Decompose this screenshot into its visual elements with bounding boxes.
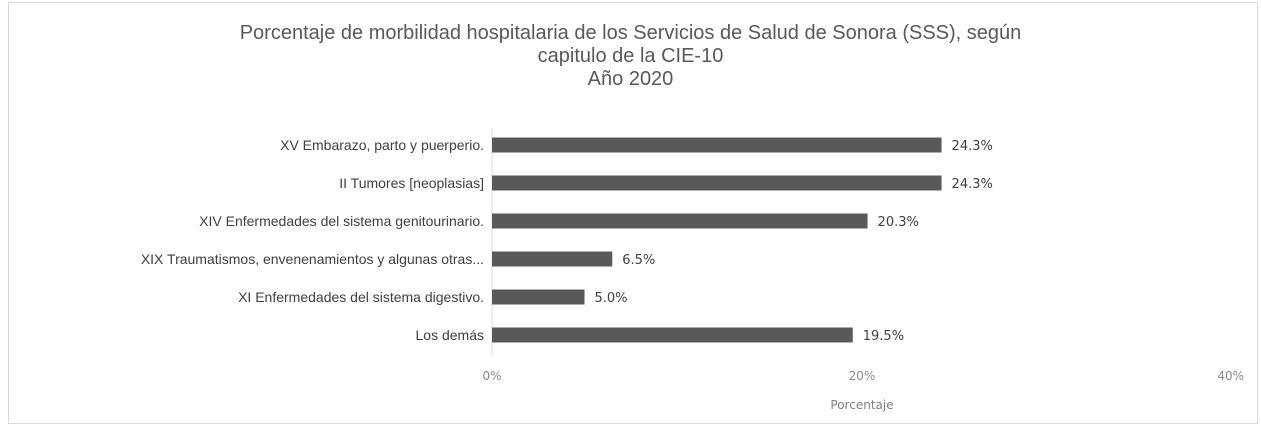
chart-title-line-3: Año 2020	[587, 68, 674, 90]
category-label-2: II Tumores [neoplasias]	[339, 175, 484, 191]
category-label-3: XIV Enfermedades del sistema genitourina…	[199, 213, 484, 229]
chart-frame	[8, 2, 1258, 424]
chart-title-line-2: capitulo de la CIE-10	[537, 45, 724, 67]
category-label-1: XV Embarazo, parto y puerperio.	[280, 137, 484, 153]
value-label-3: 20.3%	[878, 215, 919, 230]
category-label-6: Los demás	[416, 327, 484, 343]
bar-4	[492, 251, 613, 267]
value-label-4: 6.5%	[622, 253, 655, 268]
bar-1	[492, 137, 942, 153]
value-label-6: 19.5%	[863, 329, 904, 344]
chart-title: Porcentaje de morbilidad hospitalaria de…	[0, 22, 1261, 91]
bars-group	[492, 137, 942, 343]
category-label-4: XIX Traumatismos, envenenamientos y algu…	[141, 251, 484, 267]
category-label-5: XI Enfermedades del sistema digestivo.	[238, 289, 484, 305]
x-tick-labels-group: 0% 20% 40%	[482, 369, 1244, 383]
bar-3	[492, 213, 868, 229]
bar-6	[492, 327, 853, 343]
bar-5	[492, 289, 585, 305]
value-labels-group: 24.3% 24.3% 20.3% 6.5% 5.0% 19.5%	[595, 139, 993, 344]
value-label-2: 24.3%	[952, 177, 993, 192]
value-label-5: 5.0%	[595, 291, 628, 306]
x-tick-label-1: 0%	[482, 369, 501, 383]
category-labels-group: XV Embarazo, parto y puerperio. II Tumore…	[141, 137, 484, 343]
chart-title-line-1: Porcentaje de morbilidad hospitalaria de…	[239, 22, 1022, 44]
x-tick-label-2: 20%	[849, 369, 876, 383]
x-axis-title: Porcentaje	[830, 398, 893, 412]
x-tick-label-3: 40%	[1217, 369, 1244, 383]
bar-2	[492, 175, 942, 191]
value-label-1: 24.3%	[952, 139, 993, 154]
